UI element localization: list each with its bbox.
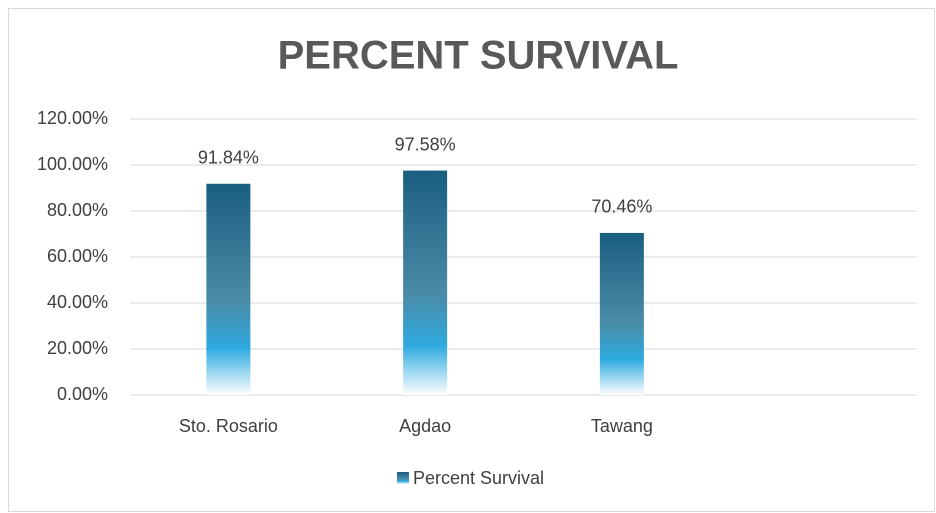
x-tick-label: Agdao [399, 416, 451, 436]
chart-border [8, 8, 935, 512]
bar [206, 183, 251, 395]
legend-label: Percent Survival [413, 468, 544, 488]
data-label: 70.46% [591, 197, 652, 217]
legend-swatch [397, 472, 409, 484]
y-tick-label: 0.00% [57, 384, 108, 404]
y-tick-label: 80.00% [47, 200, 108, 220]
bar [599, 232, 644, 395]
x-tick-label: Tawang [591, 416, 653, 436]
bar [403, 170, 448, 395]
y-tick-label: 40.00% [47, 292, 108, 312]
chart-title: PERCENT SURVIVAL [278, 34, 679, 78]
y-tick-label: 120.00% [37, 108, 108, 128]
y-tick-label: 100.00% [37, 154, 108, 174]
data-label: 97.58% [395, 134, 456, 154]
y-tick-label: 60.00% [47, 246, 108, 266]
x-tick-label: Sto. Rosario [179, 416, 278, 436]
data-label: 91.84% [198, 148, 259, 168]
y-tick-label: 20.00% [47, 338, 108, 358]
